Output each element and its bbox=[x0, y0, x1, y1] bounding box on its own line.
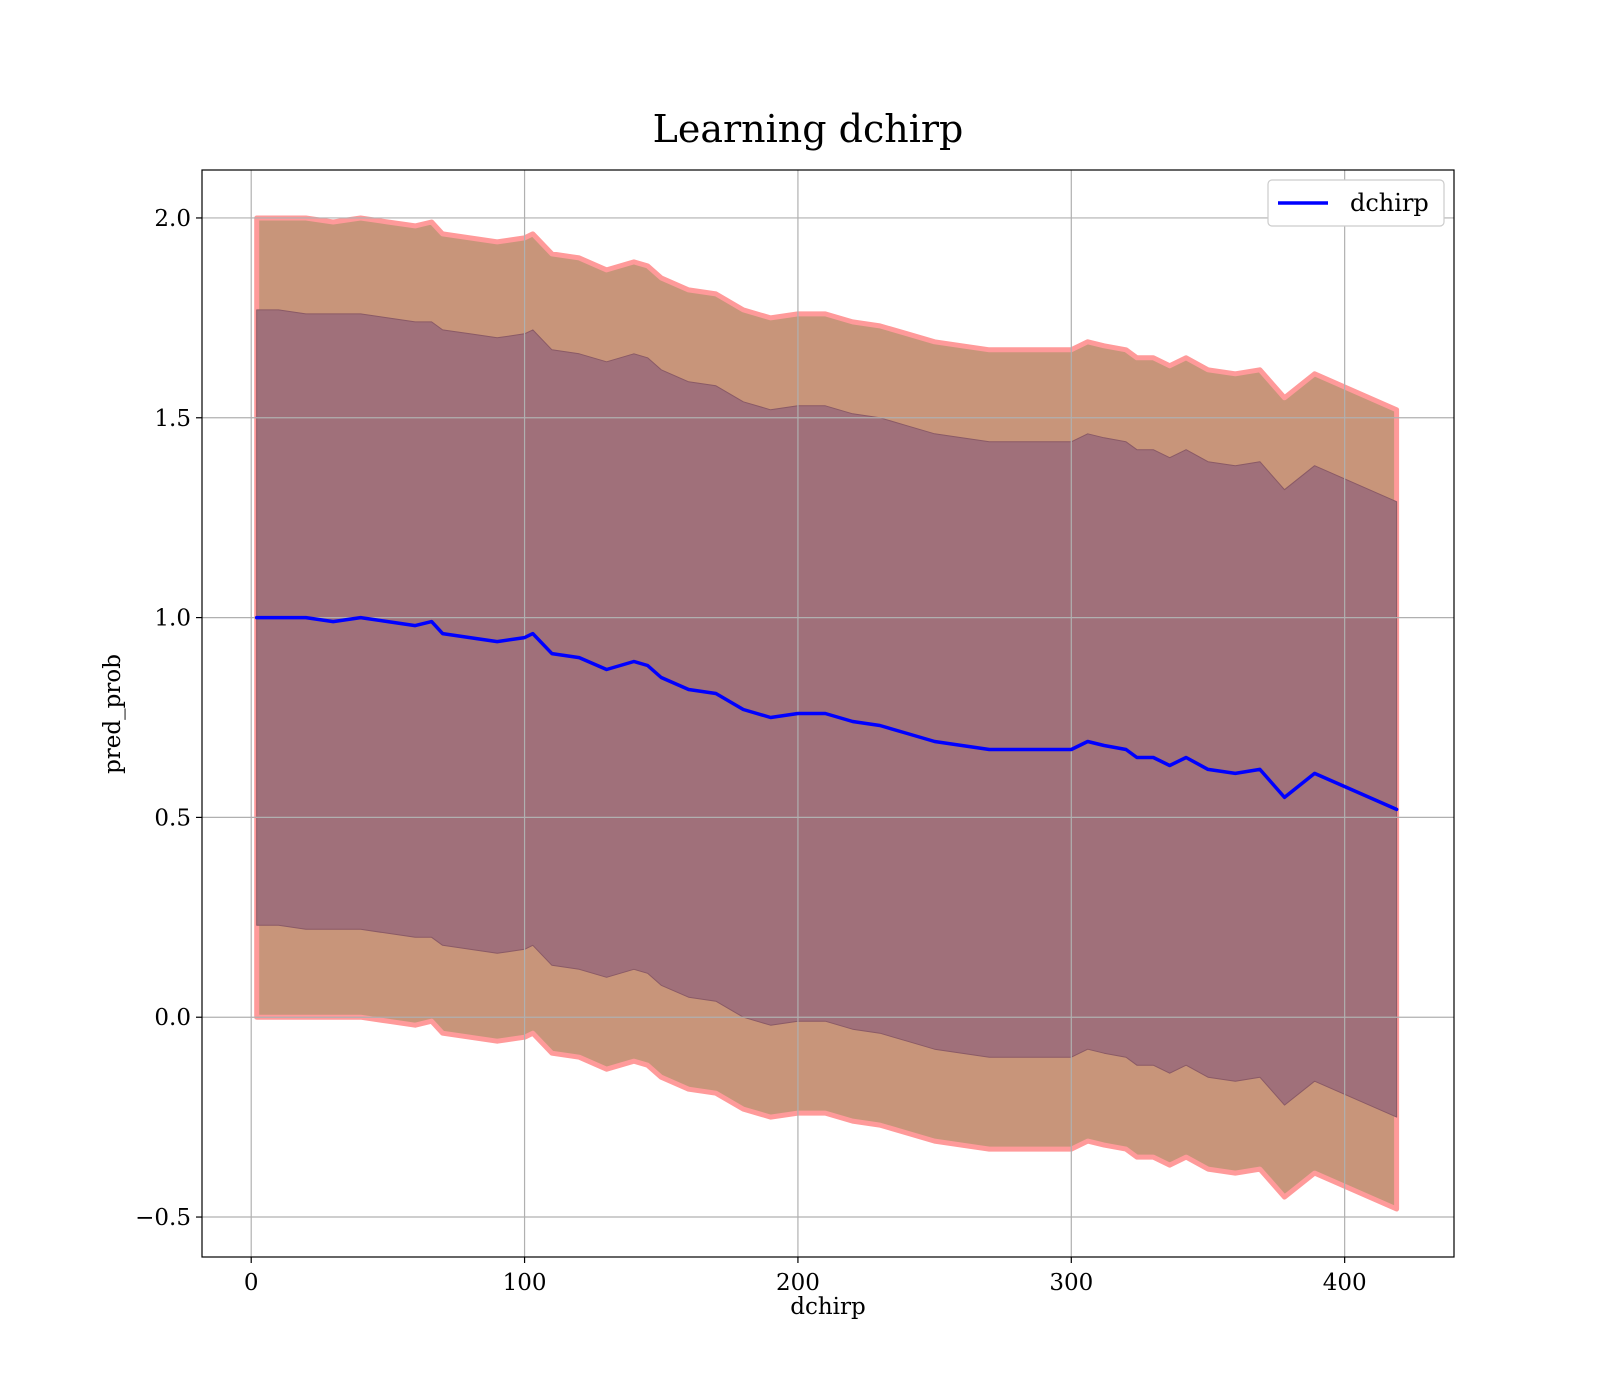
chart-title: Learning dchirp bbox=[653, 107, 964, 151]
legend-box bbox=[1267, 179, 1445, 227]
x-axis-label: dchirp bbox=[790, 1294, 866, 1320]
y-tick-label: 0.0 bbox=[154, 1005, 191, 1031]
y-tick-label: 0.5 bbox=[154, 805, 191, 831]
plot-frame bbox=[201, 169, 1455, 1258]
y-tick-label: −0.5 bbox=[135, 1205, 191, 1231]
y-tick-label: 1.5 bbox=[154, 406, 191, 432]
y-tick-label: 2.0 bbox=[154, 206, 191, 232]
x-tick-label: 0 bbox=[244, 1270, 259, 1296]
x-tick-label: 200 bbox=[776, 1270, 820, 1296]
x-tick-label: 100 bbox=[503, 1270, 547, 1296]
y-tick-label: 1.0 bbox=[154, 606, 191, 632]
legend-label-dchirp: dchirp bbox=[1350, 189, 1429, 217]
x-tick-label: 300 bbox=[1049, 1270, 1093, 1296]
series-lines bbox=[254, 615, 1399, 812]
series-line-dchirp bbox=[254, 615, 1399, 812]
legend: dchirp bbox=[1267, 179, 1445, 227]
y-axis-label: pred_prob bbox=[100, 654, 126, 774]
plot-area bbox=[201, 169, 1455, 1258]
x-axis-ticks: 0 100 200 300 400 bbox=[244, 1257, 1367, 1296]
x-tick-label: 400 bbox=[1323, 1270, 1367, 1296]
y-axis-ticks: −0.5 0.0 0.5 1.0 1.5 2.0 bbox=[135, 206, 202, 1231]
